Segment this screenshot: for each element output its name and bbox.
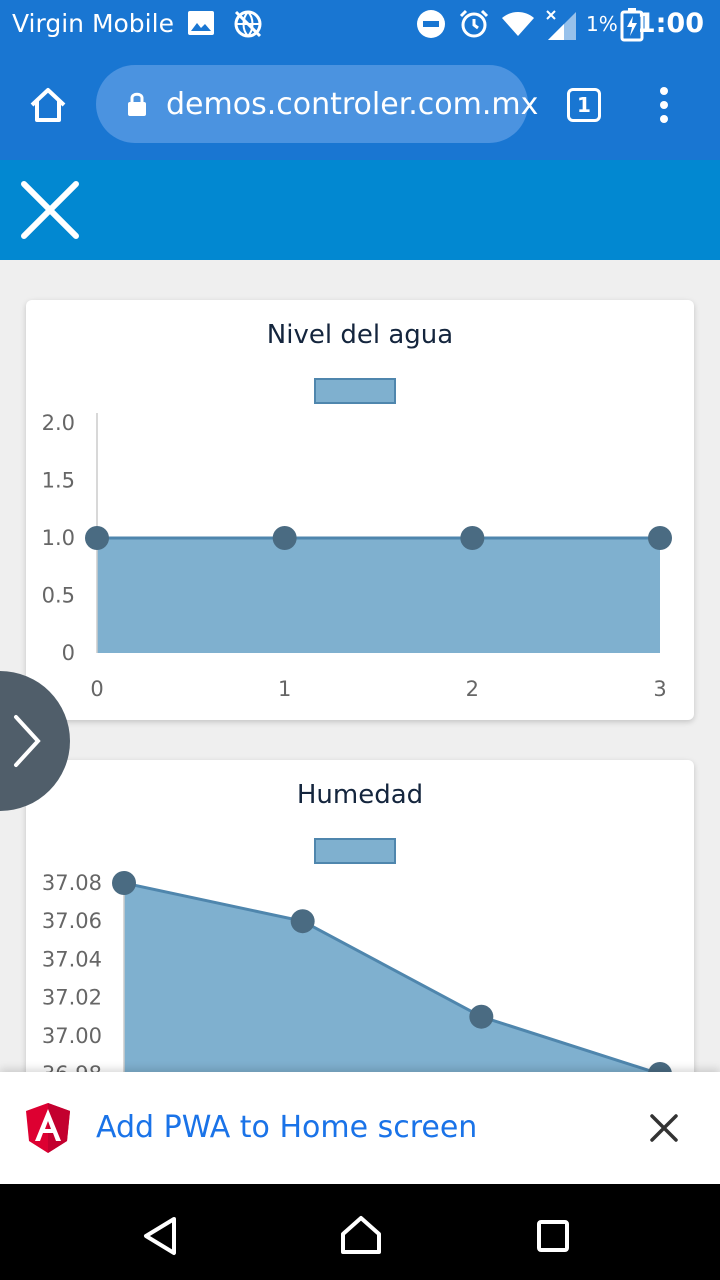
install-banner-link[interactable]: Add PWA to Home screen	[96, 1110, 478, 1145]
battery-charging-icon	[620, 8, 644, 42]
water-level-chart: 2.0 1.5 1.0 0.5 00 1 2 3	[42, 411, 672, 701]
home-icon[interactable]	[28, 85, 68, 125]
status-bar: Virgin Mobile 1% 1:00	[0, 0, 720, 50]
data-point	[290, 909, 315, 934]
y-tick-label: 37.04	[42, 947, 102, 971]
chart-legend[interactable]	[314, 378, 396, 404]
battery-percent: 1%	[586, 12, 618, 36]
globe-icon	[234, 10, 262, 38]
app-bar	[0, 160, 720, 260]
y-tick-label: 2.0	[42, 411, 75, 435]
carrier-name: Virgin Mobile	[12, 9, 174, 38]
install-banner: Add PWA to Home screen	[0, 1072, 720, 1184]
back-icon[interactable]	[142, 1216, 178, 1256]
chevron-right-icon	[14, 715, 41, 767]
chart-title: Humedad	[296, 780, 424, 810]
series-line	[123, 881, 661, 1076]
data-point	[272, 526, 297, 550]
signal-icon	[546, 10, 576, 40]
address-bar[interactable]: demos.controler.com.mx	[96, 65, 538, 143]
do-not-disturb-icon	[417, 10, 445, 38]
x-tick-label: 3	[653, 677, 666, 701]
data-point	[469, 1004, 494, 1029]
chart-title: Nivel del agua	[266, 320, 454, 350]
home-nav-icon[interactable]	[340, 1214, 382, 1256]
y-tick-label: 37.00	[42, 1024, 102, 1048]
angular-logo-icon	[26, 1103, 70, 1153]
data-point	[648, 526, 672, 550]
y-tick-label: 1.5	[42, 469, 75, 493]
y-tick-label: 0	[62, 641, 75, 665]
alarm-icon	[459, 9, 489, 38]
area-fill	[124, 883, 660, 1074]
y-tick-label: 0.5	[42, 584, 75, 608]
recents-icon[interactable]	[536, 1219, 570, 1253]
data-point	[460, 526, 485, 550]
image-icon	[188, 11, 214, 35]
x-tick-label: 2	[466, 677, 479, 701]
close-icon[interactable]	[650, 1114, 678, 1142]
chart-card-water-level: Nivel del agua 2.0 1.5 1.0 0.5 0 0 1 2 3	[26, 300, 694, 720]
more-options-icon[interactable]	[654, 85, 674, 125]
x-tick-label: 1	[278, 677, 291, 701]
x-tick-label: 0	[90, 677, 103, 701]
y-tick-label: 1.0	[42, 526, 75, 550]
y-tick-label: 37.08	[42, 871, 102, 895]
close-icon[interactable]	[20, 180, 80, 240]
url-text: demos.controler.com.mx	[166, 87, 539, 122]
wifi-icon	[502, 12, 534, 36]
system-nav-bar	[0, 1184, 720, 1280]
browser-toolbar: demos.controler.com.mx 1	[0, 50, 720, 160]
data-point	[85, 526, 109, 550]
chart-legend[interactable]	[314, 838, 396, 864]
y-tick-label: 37.02	[42, 986, 102, 1010]
area-fill	[97, 538, 660, 653]
tab-switcher-button[interactable]: 1	[567, 88, 601, 122]
data-point	[112, 871, 136, 895]
y-tick-label: 37.06	[42, 909, 102, 933]
clock: 1:00	[636, 8, 704, 39]
lock-icon	[128, 92, 146, 116]
